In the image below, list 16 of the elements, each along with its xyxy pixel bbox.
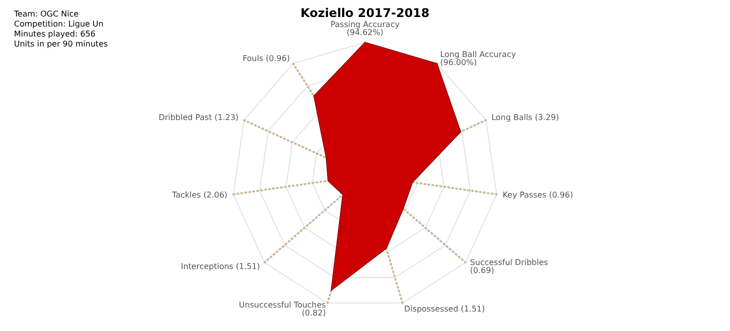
text: Units in per 90 minutes — [14, 40, 108, 48]
spoke-label: Passing Accuracy (94.62%) — [330, 20, 400, 37]
spoke-label: Unsuccessful Touches (0.82) — [238, 300, 326, 318]
text: Minutes played: 656 — [14, 30, 96, 38]
chart-title: Koziello 2017-2018 — [300, 6, 430, 20]
spoke-label: Key Passes (0.96) — [502, 190, 574, 200]
text: Competition: Ligue Un — [14, 20, 104, 28]
spoke-label: Long Ball Accuracy (96.00%) — [440, 50, 516, 67]
spoke-label: Long Balls (3.29) — [491, 113, 559, 122]
spoke-label: Interceptions (1.51) — [180, 262, 260, 271]
spoke-label: Fouls (0.96) — [242, 54, 290, 63]
text: Team: OGC Nice — [13, 10, 79, 18]
spoke-label: Dispossessed (1.51) — [404, 304, 485, 314]
spoke-label: Tackles (2.06) — [171, 190, 228, 200]
spoke-label: Successful Dribbles (0.69) — [470, 258, 548, 275]
spoke-label: Dribbled Past (1.23) — [158, 113, 239, 122]
